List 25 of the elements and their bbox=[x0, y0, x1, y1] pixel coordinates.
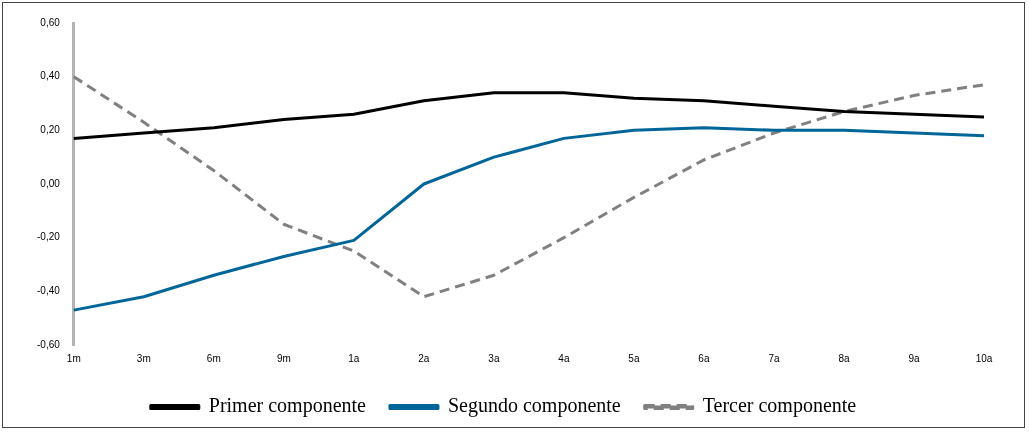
x-tick-label: 9m bbox=[276, 352, 291, 364]
x-tick-label: 6m bbox=[206, 352, 221, 364]
x-tick-label: 10a bbox=[975, 352, 993, 364]
x-tick-label: 3a bbox=[488, 352, 500, 364]
x-tick-label: 4a bbox=[558, 352, 570, 364]
y-tick-label: -0,20 bbox=[37, 231, 61, 243]
x-tick-label: 7a bbox=[768, 352, 780, 364]
y-tick-label: 0,40 bbox=[40, 70, 61, 82]
x-tick-label: 3m bbox=[136, 352, 151, 364]
y-tick-label: 0,00 bbox=[40, 177, 61, 189]
x-tick-label: 8a bbox=[838, 352, 850, 364]
legend-label: Segundo componente bbox=[447, 394, 621, 418]
x-tick-label: 6a bbox=[698, 352, 710, 364]
y-tick-label: -0,60 bbox=[37, 338, 61, 350]
x-tick-label: 1a bbox=[348, 352, 360, 364]
x-tick-label: 9a bbox=[908, 352, 920, 364]
y-tick-label: 0,20 bbox=[40, 124, 61, 136]
legend-label: Tercer componente bbox=[702, 394, 857, 418]
x-tick-label: 1m bbox=[66, 352, 81, 364]
y-tick-label: 0,60 bbox=[40, 16, 61, 28]
line-series bbox=[72, 75, 986, 299]
y-tick-label: -0,40 bbox=[37, 285, 61, 297]
x-tick-label: 2a bbox=[418, 352, 430, 364]
legend-label: Primer componente bbox=[208, 394, 367, 418]
x-tick-label: 5a bbox=[628, 352, 640, 364]
